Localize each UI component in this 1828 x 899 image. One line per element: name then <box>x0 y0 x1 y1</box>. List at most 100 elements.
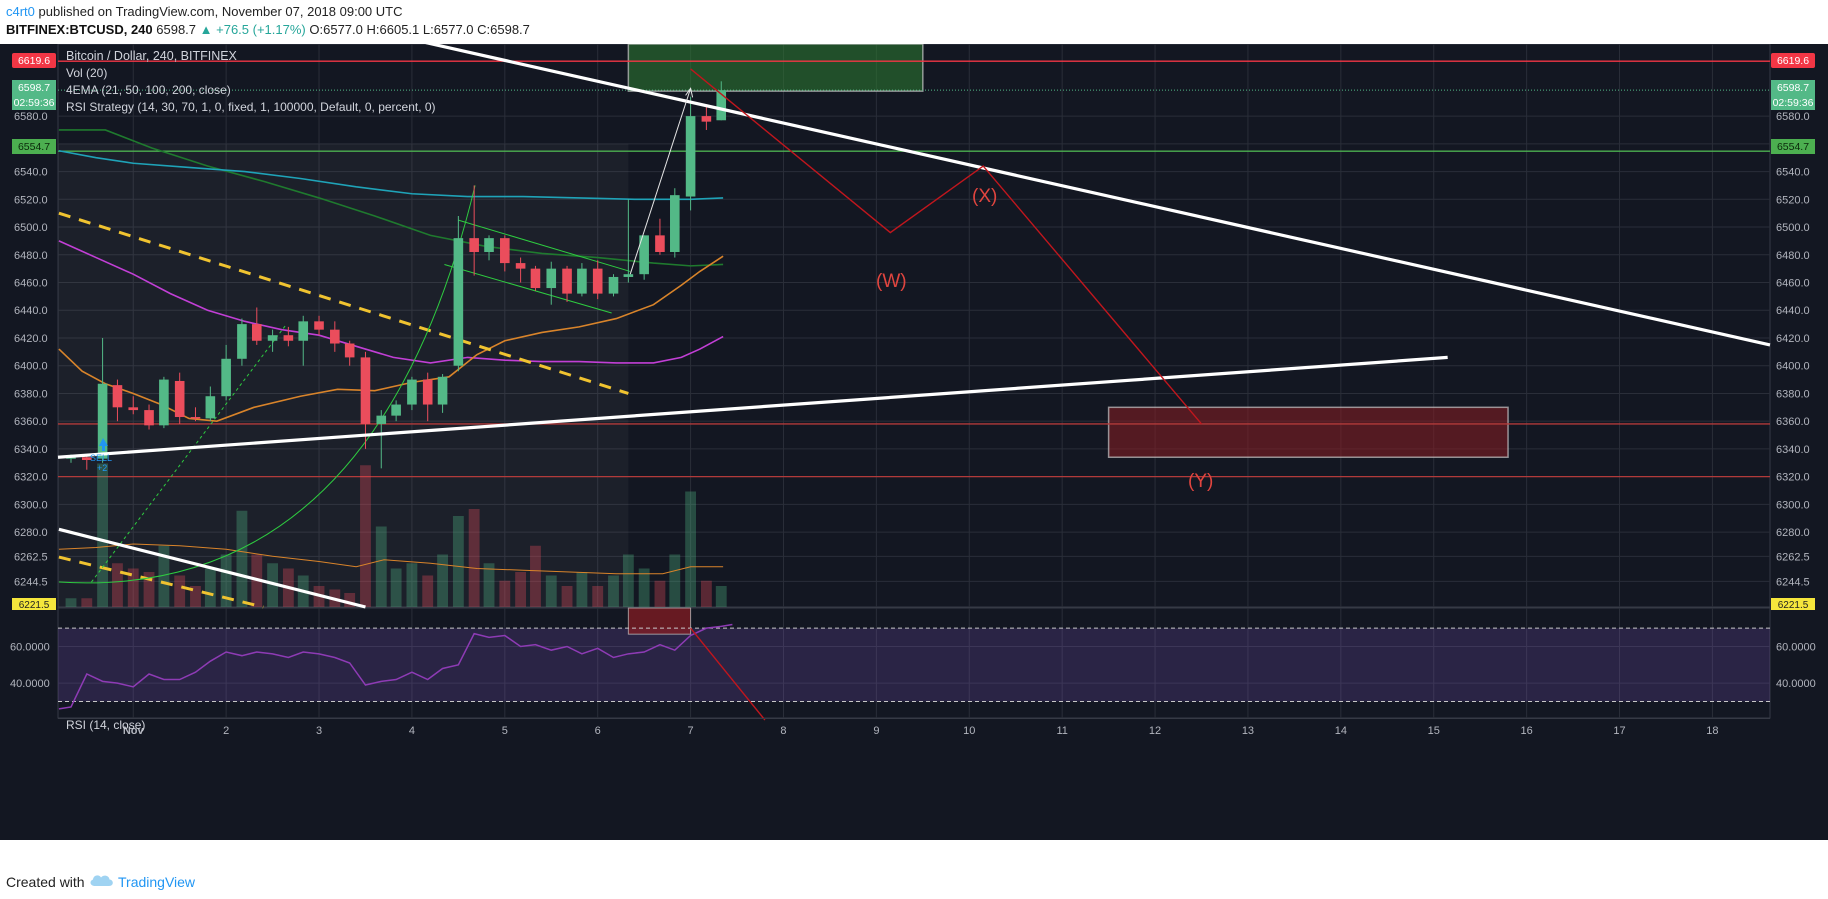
candle-body <box>112 385 123 408</box>
last-price: 6598.7 <box>156 22 197 37</box>
price-tick-right: 6340.0 <box>1776 444 1810 456</box>
time-tick: 15 <box>1428 725 1440 737</box>
price-tick-left: 6520.0 <box>14 194 48 206</box>
order-qty: +2 <box>97 463 107 473</box>
shaded-history-area <box>58 143 629 608</box>
time-tick: 7 <box>688 725 694 737</box>
rsi-pane-bg <box>57 607 1771 719</box>
grid <box>57 43 1771 719</box>
rsi-tick-right: 60.0000 <box>1776 642 1816 654</box>
price-tick-right: 6244.5 <box>1776 576 1810 588</box>
volume-bar <box>143 572 155 607</box>
time-tick: 10 <box>963 725 975 737</box>
volume-bar <box>499 580 511 607</box>
candle-body <box>144 410 154 426</box>
publish-line: c4rt0 published on TradingView.com, Nove… <box>6 4 403 19</box>
left-time-badge <box>12 95 56 110</box>
volume-bar <box>390 568 402 607</box>
candle-body <box>205 396 216 419</box>
volume-bar <box>375 526 387 607</box>
volume-bar <box>468 509 480 607</box>
candle-body <box>267 335 278 341</box>
time-tick: 11 <box>1056 725 1067 737</box>
ema21-line <box>58 255 724 422</box>
left-red-badge-text: 6619.6 <box>18 55 50 67</box>
candle-body <box>701 116 712 122</box>
price-tick-left: 6280.0 <box>14 527 48 539</box>
legend-vol: Vol (20) <box>66 66 107 80</box>
trendline-0 <box>425 41 1771 347</box>
volume-bar <box>452 516 464 607</box>
candle-body <box>159 379 169 426</box>
candle-body <box>344 343 355 358</box>
volume-bar <box>65 598 77 607</box>
target-zone-0 <box>627 43 924 92</box>
right-red-badge-text: 6619.6 <box>1777 55 1809 67</box>
axes: 6580.06580.06560.06560.06540.06540.06520… <box>10 111 1816 737</box>
price-tick-left: 6244.5 <box>14 576 48 588</box>
volume-bar <box>112 563 123 607</box>
candle-body <box>530 268 541 289</box>
legend-rsi-strategy: RSI Strategy (14, 30, 70, 1, 0, fixed, 1… <box>66 100 436 114</box>
chart-area[interactable]: 6580.06580.06560.06560.06540.06540.06520… <box>0 41 1828 840</box>
volume-bar <box>190 586 201 607</box>
candle-body <box>330 329 340 344</box>
rsi-tick-left: 40.0000 <box>10 678 50 690</box>
price-tick-left: 6400.0 <box>14 361 48 373</box>
right-time-badge-text: 02:59:36 <box>1773 97 1814 109</box>
price-tick-left: 6480.0 <box>14 250 48 262</box>
candle-body <box>437 376 448 405</box>
candle-body <box>453 238 464 366</box>
left-green-badge <box>12 139 56 154</box>
chart-svg[interactable]: 6580.06580.06560.06560.06540.06540.06520… <box>0 41 1828 840</box>
volume-bar <box>638 568 650 607</box>
candles <box>66 81 727 470</box>
candle-body <box>174 380 185 418</box>
flag-lower-line <box>444 264 612 314</box>
volume-bar <box>174 575 186 607</box>
volume-bar <box>515 572 527 607</box>
price-tick-right: 6360.0 <box>1776 416 1810 428</box>
ohlc-low: L:6577.0 <box>422 22 474 37</box>
price-tick-left: 6320.0 <box>14 472 48 484</box>
price-tick-right: 6440.0 <box>1776 305 1810 317</box>
time-tick: 13 <box>1242 725 1254 737</box>
trendline-2 <box>58 527 366 609</box>
order-marker: SELL +2 <box>90 438 112 473</box>
drawings-back <box>58 185 631 609</box>
left-red-badge <box>12 53 56 68</box>
volume-bar <box>220 554 232 607</box>
candle-body <box>500 238 510 264</box>
candle-body <box>128 407 139 411</box>
candle-body <box>422 379 433 405</box>
volume-bar <box>437 554 448 607</box>
volume-bar <box>561 586 573 607</box>
yellow-dashed-lower <box>58 555 264 609</box>
price-tick-left: 6540.0 <box>14 167 48 179</box>
candle-body <box>376 415 387 424</box>
candle-body <box>469 238 479 253</box>
candle-body <box>515 263 526 269</box>
candle-body <box>360 357 371 424</box>
published-text: published on TradingView.com, November 0… <box>34 4 403 19</box>
tradingview-link[interactable]: TradingView <box>118 874 196 890</box>
footer: Created with TradingView <box>0 862 1828 899</box>
volume-bar <box>685 491 697 607</box>
trendline-1 <box>57 355 1448 459</box>
symbol-line: BITFINEX:BTCUSD, 240 6598.7 ▲ +76.5 (+1.… <box>6 22 530 37</box>
volume-bar <box>700 580 712 607</box>
rsi-band-fill <box>58 628 1770 702</box>
time-tick: 3 <box>316 725 322 737</box>
left-green-badge-text: 6554.7 <box>18 141 50 153</box>
author-link[interactable]: c4rt0 <box>6 4 35 19</box>
ema100-line <box>58 149 724 201</box>
left-bottom-badge <box>12 598 56 610</box>
time-tick: 14 <box>1335 725 1347 737</box>
time-tick: 8 <box>780 725 786 737</box>
volume-bar <box>622 554 634 607</box>
volume-bar <box>576 572 588 607</box>
parabolic-curve <box>58 185 476 584</box>
volume-bar <box>545 575 557 607</box>
price-tick-left: 6262.5 <box>14 551 48 563</box>
price-tick-right: 6460.0 <box>1776 278 1810 290</box>
